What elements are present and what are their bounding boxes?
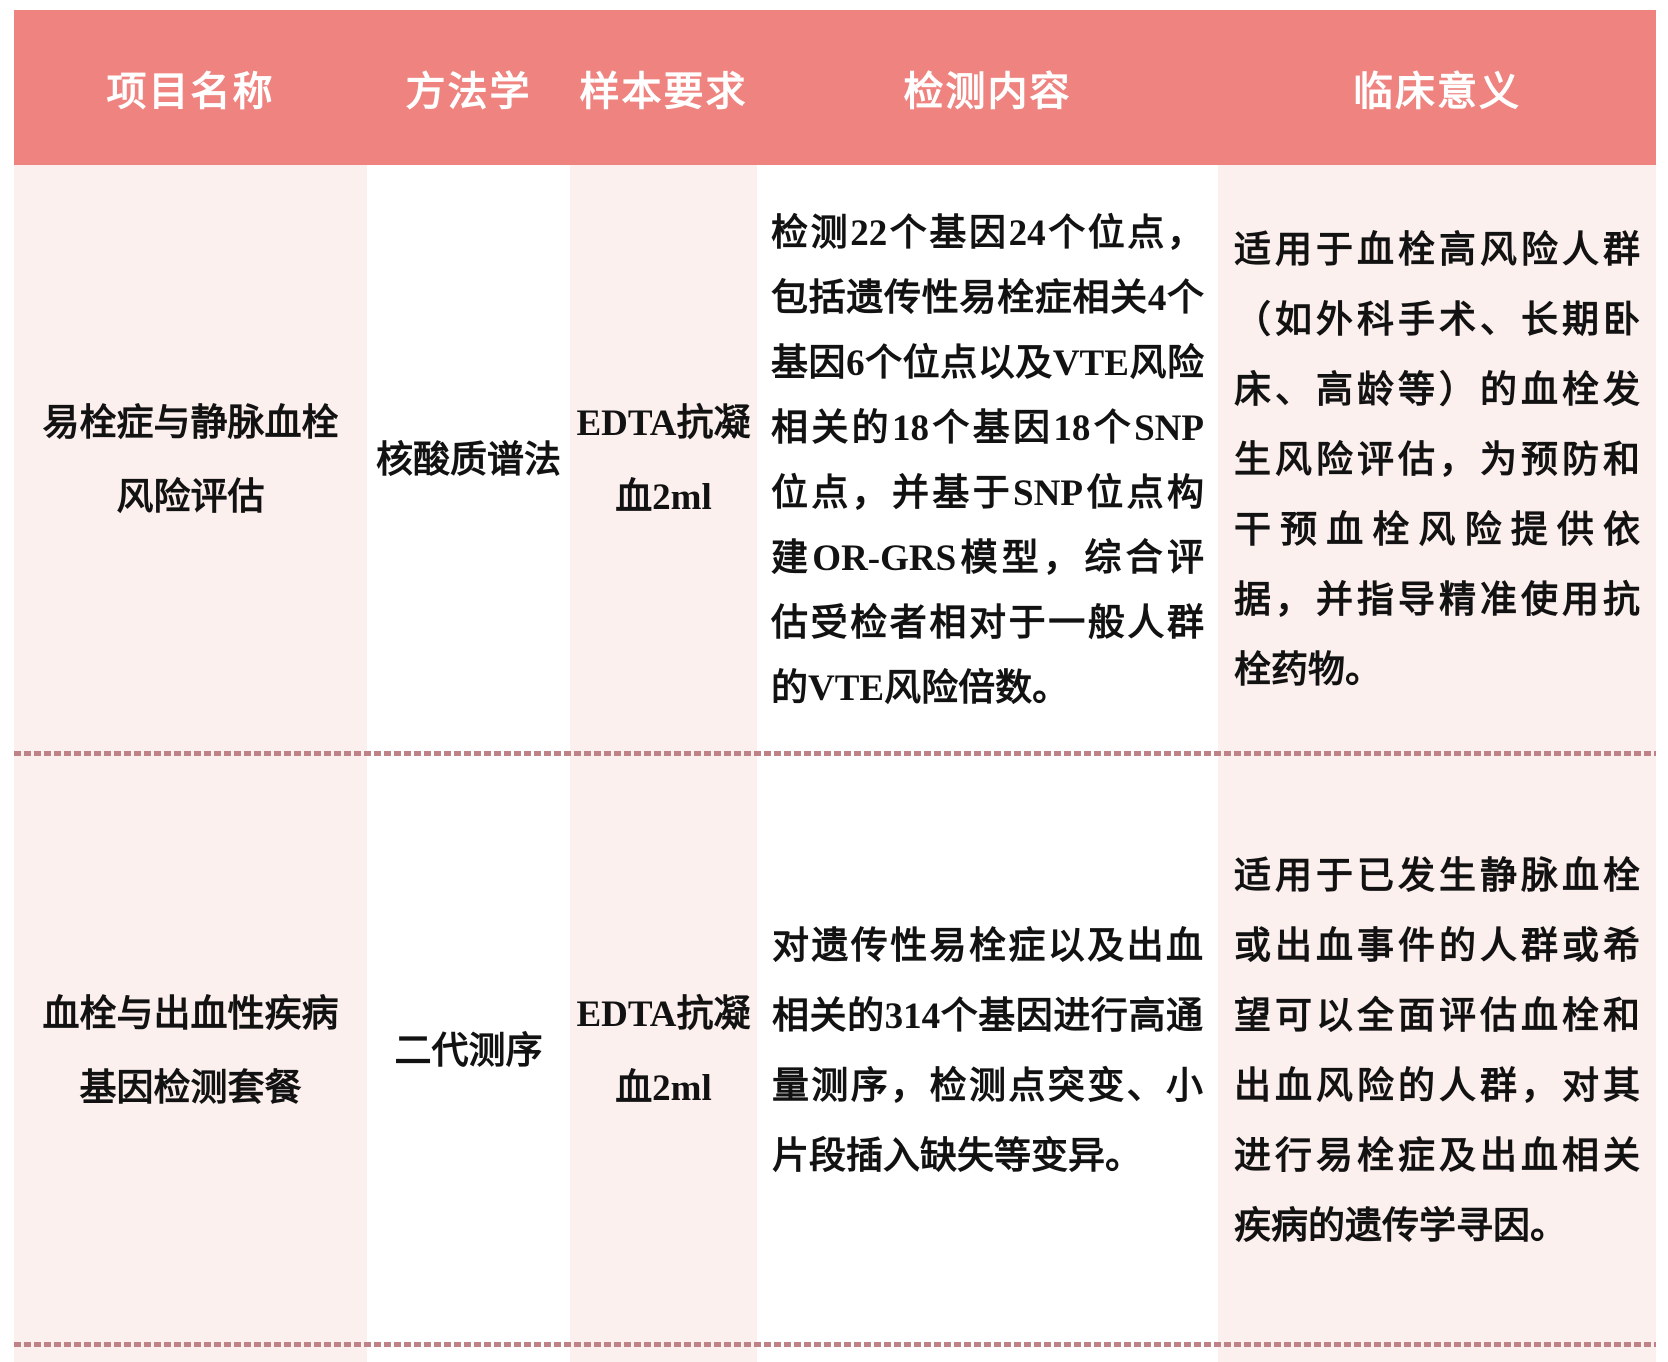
header-cell-project-name: 项目名称 <box>106 68 275 114</box>
table-row-1: 易栓症与静脉血栓 风险评估 核酸质谱法 EDTA抗凝 血2ml 检测22个基因2… <box>14 165 1656 756</box>
table-header-row: 项目名称 方法学 样本要求 检测内容 临床意义 <box>14 10 1656 165</box>
header-cell-sample-requirement: 样本要求 <box>579 68 748 114</box>
cell-clinical-significance: 适用于已发生静脉血栓或出血事件的人群或希望可以全面评估血栓和出血风险的人群，对其… <box>1218 756 1656 1347</box>
bottom-strip-cell <box>367 1347 570 1362</box>
clinical-significance-text: 适用于血栓高风险人群（如外科手术、长期卧床、高龄等）的血栓发生风险评估，为预防和… <box>1234 229 1640 691</box>
bottom-strip-cell <box>14 1347 367 1362</box>
cell-sample-requirement: EDTA抗凝 血2ml <box>570 165 757 756</box>
cell-test-content: 检测22个基因24个位点，包括遗传性易栓症相关4个基因6个位点以及VTE风险相关… <box>757 165 1218 756</box>
cell-methodology: 二代测序 <box>367 756 570 1347</box>
bottom-strip-cell <box>757 1347 1218 1362</box>
cell-methodology: 核酸质谱法 <box>367 165 570 756</box>
cell-test-content: 对遗传性易栓症以及出血相关的314个基因进行高通量测序，检测点突变、小片段插入缺… <box>757 756 1218 1347</box>
cell-sample-requirement: EDTA抗凝 血2ml <box>570 756 757 1347</box>
cell-clinical-significance: 适用于血栓高风险人群（如外科手术、长期卧床、高龄等）的血栓发生风险评估，为预防和… <box>1218 165 1656 756</box>
bottom-strip-cell <box>570 1347 757 1362</box>
header-cell-clinical-significance: 临床意义 <box>1353 68 1521 114</box>
test-content-text: 检测22个基因24个位点，包括遗传性易栓症相关4个基因6个位点以及VTE风险相关… <box>771 212 1204 709</box>
cell-project-name: 易栓症与静脉血栓 风险评估 <box>14 165 367 756</box>
table-row-2: 血栓与出血性疾病 基因检测套餐 二代测序 EDTA抗凝 血2ml 对遗传性易栓症… <box>14 756 1656 1347</box>
test-catalog-table: 项目名称 方法学 样本要求 检测内容 临床意义 易栓症与静脉血栓 风险评估 核酸… <box>14 10 1656 1362</box>
row-divider-dashed-1 <box>14 751 1656 756</box>
cell-project-name: 血栓与出血性疾病 基因检测套餐 <box>14 756 367 1347</box>
table-bottom-strip <box>14 1347 1656 1362</box>
header-cell-methodology: 方法学 <box>405 68 532 114</box>
header-cell-test-content: 检测内容 <box>903 68 1072 114</box>
bottom-strip-cell <box>1218 1347 1656 1362</box>
test-content-text: 对遗传性易栓症以及出血相关的314个基因进行高通量测序，检测点突变、小片段插入缺… <box>772 925 1203 1177</box>
clinical-significance-text: 适用于已发生静脉血栓或出血事件的人群或希望可以全面评估血栓和出血风险的人群，对其… <box>1234 855 1640 1247</box>
row-divider-dashed-2 <box>14 1342 1656 1347</box>
